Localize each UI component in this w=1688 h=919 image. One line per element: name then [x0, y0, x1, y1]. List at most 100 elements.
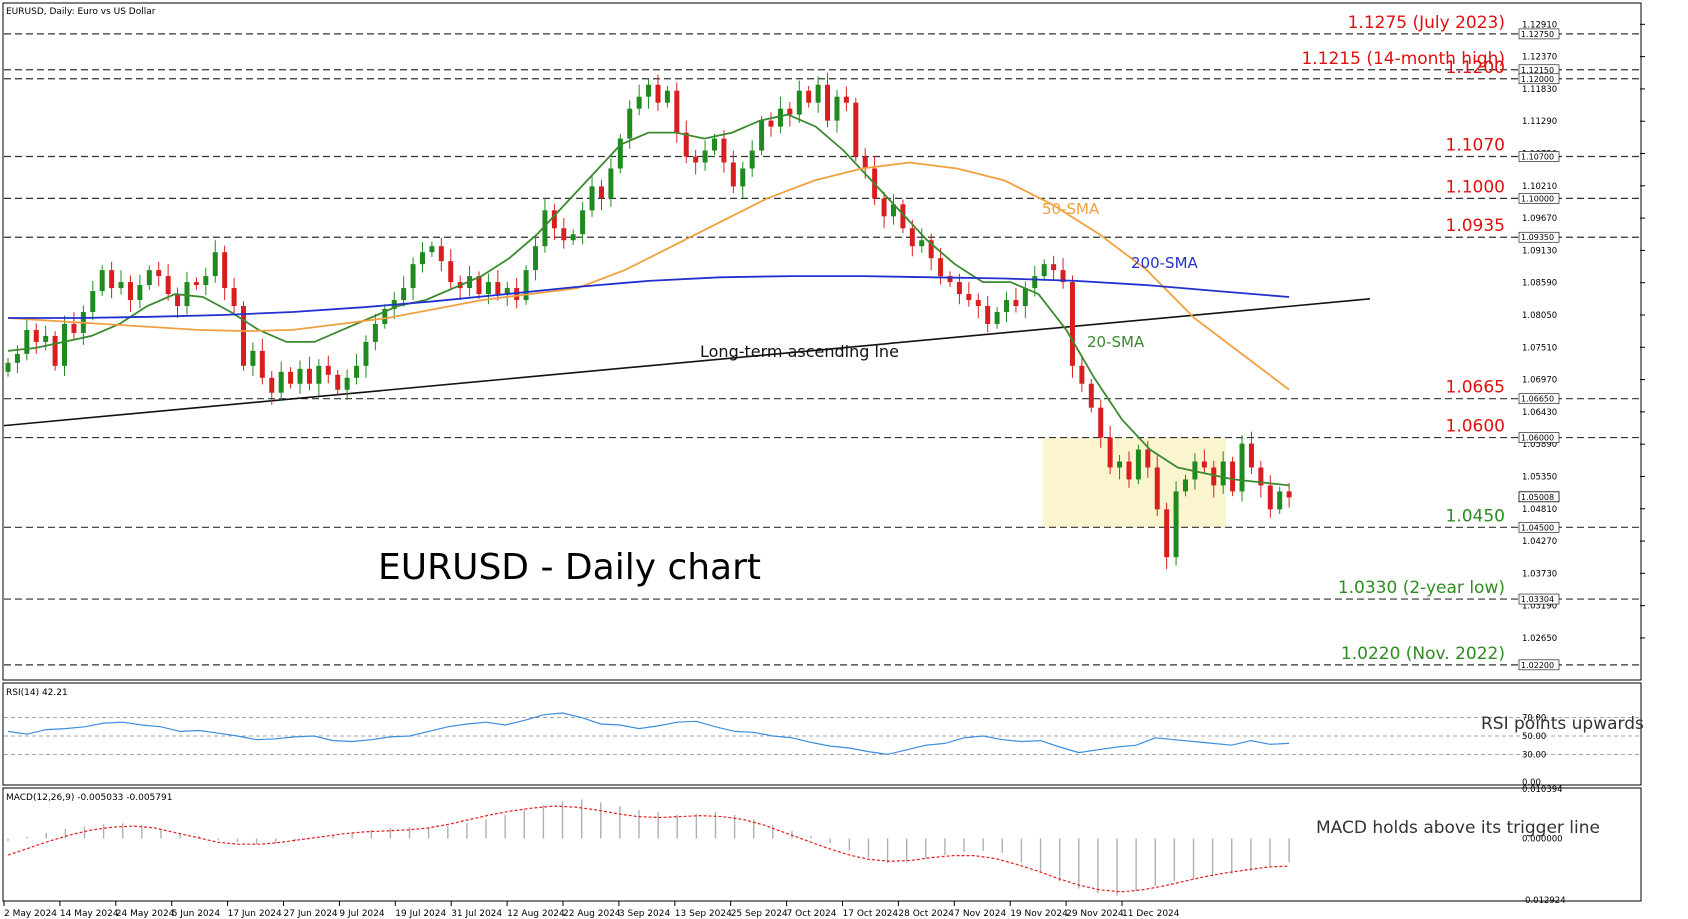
level-label: 1.1200 [1446, 58, 1505, 78]
level-label: 1.0935 [1446, 216, 1505, 236]
candle-body [127, 282, 133, 301]
level-axis-tag [1518, 432, 1560, 443]
rsi-tick-label: 30.00 [1522, 750, 1546, 760]
candle-body [43, 335, 49, 342]
candle-body [768, 120, 774, 127]
level-label: 1.0330 (2-year low) [1338, 578, 1505, 598]
price-tick-label: 1.11290 [1522, 117, 1557, 127]
date-tick-label: 25 Sep 2024 [731, 909, 788, 919]
candle-body [853, 102, 859, 157]
date-tick-label: 24 May 2024 [116, 909, 175, 919]
date-tick-label: 7 Nov 2024 [954, 909, 1006, 919]
rsi-title: RSI(14) 42.21 [6, 688, 68, 698]
candle-body [674, 90, 680, 133]
macd-title: MACD(12,26,9) -0.005033 -0.005791 [6, 793, 172, 803]
candle-body [636, 96, 642, 109]
current-price-tag [1518, 491, 1560, 503]
date-tick-label: 27 Jun 2024 [284, 909, 338, 919]
sma-line [8, 275, 1290, 319]
level-axis-tag-label: 1.02200 [1521, 661, 1554, 670]
candle-body [485, 282, 491, 295]
macd-tick-label: 0.010394 [1522, 785, 1563, 795]
price-tick-label: 1.12910 [1522, 20, 1557, 30]
rsi-tick-label: 0.00 [1522, 778, 1541, 788]
candle-body [787, 108, 793, 115]
candle-body [1051, 264, 1057, 271]
candle-body [815, 84, 821, 103]
level-axis-tag-label: 1.10700 [1521, 153, 1554, 162]
candle-body [966, 294, 972, 301]
date-tick-label: 13 Sep 2024 [675, 909, 732, 919]
candle-body [184, 282, 190, 307]
candle-body [1060, 270, 1066, 283]
candle-body [825, 84, 831, 121]
candle-body [109, 270, 115, 289]
level-axis-tag-label: 1.04500 [1521, 523, 1554, 532]
candle-body [551, 210, 557, 229]
price-tick-label: 1.04270 [1522, 537, 1557, 547]
level-axis-tag [1518, 28, 1560, 40]
candle-body [561, 228, 567, 241]
candle-body [598, 186, 604, 199]
level-axis-tag-label: 1.12150 [1521, 66, 1554, 75]
candle-body [1173, 491, 1179, 558]
candle-body [777, 108, 783, 127]
candle-body [759, 120, 765, 151]
candle-body [862, 156, 868, 169]
candle-body [5, 362, 11, 372]
level-axis-tag-label: 1.03304 [1521, 595, 1554, 604]
candle-body [1013, 300, 1019, 307]
candle-body [1183, 479, 1188, 492]
rsi-tick-label: 50.00 [1522, 732, 1546, 742]
level-label: 1.1000 [1446, 177, 1505, 197]
candle-body [1239, 443, 1245, 492]
candle-body [1248, 443, 1254, 468]
rsi-panel-frame [2, 682, 1642, 786]
candle-body [410, 264, 416, 289]
candle-body [900, 204, 906, 229]
candle-body [1069, 282, 1075, 366]
candle-body [1032, 276, 1038, 289]
candle-body [533, 246, 539, 271]
long-term-ascending-line [3, 298, 1371, 427]
candle-body [448, 261, 454, 283]
price-tick-label: 1.06970 [1522, 376, 1557, 386]
candle-body [504, 288, 510, 295]
level-label: 1.1070 [1446, 136, 1505, 156]
candle-body [14, 353, 20, 363]
date-tick-label: 2 May 2024 [4, 909, 57, 919]
level-axis-tag [1518, 73, 1560, 85]
candle-body [259, 350, 265, 378]
macd-panel-frame [2, 787, 1642, 902]
candle-body [627, 108, 633, 139]
candle-body [523, 270, 529, 301]
macd-signal-line [7, 805, 1290, 893]
candle-body [608, 168, 614, 199]
candle-body [1079, 365, 1085, 384]
date-tick-label: 17 Jun 2024 [228, 909, 282, 919]
rsi-line [7, 712, 1290, 756]
level-axis-tag [1518, 151, 1560, 162]
macd-note: MACD holds above its trigger line [1316, 818, 1600, 838]
candle-body [137, 285, 143, 301]
candle-body [994, 311, 1000, 324]
candle-body [1126, 461, 1132, 480]
candle-body [1277, 491, 1283, 510]
price-tick-label: 1.02650 [1522, 634, 1557, 644]
price-panel-frame [2, 2, 1642, 681]
price-tick-label: 1.05890 [1522, 440, 1557, 450]
level-axis-tag-label: 1.06650 [1521, 395, 1554, 404]
level-axis-tag-label: 1.12000 [1521, 75, 1554, 84]
candle-body [1286, 491, 1292, 498]
candle-body [118, 282, 124, 289]
candle-body [589, 186, 595, 211]
candle-body [325, 365, 331, 375]
candle-body [212, 252, 218, 277]
candle-body [1004, 300, 1010, 312]
candle-body [316, 365, 322, 384]
sma20-label: 20-SMA [1087, 333, 1145, 351]
candle-body [646, 84, 652, 97]
consolidation-range-box [1043, 437, 1226, 528]
rsi-tick-label: 70.00 [1522, 714, 1546, 724]
